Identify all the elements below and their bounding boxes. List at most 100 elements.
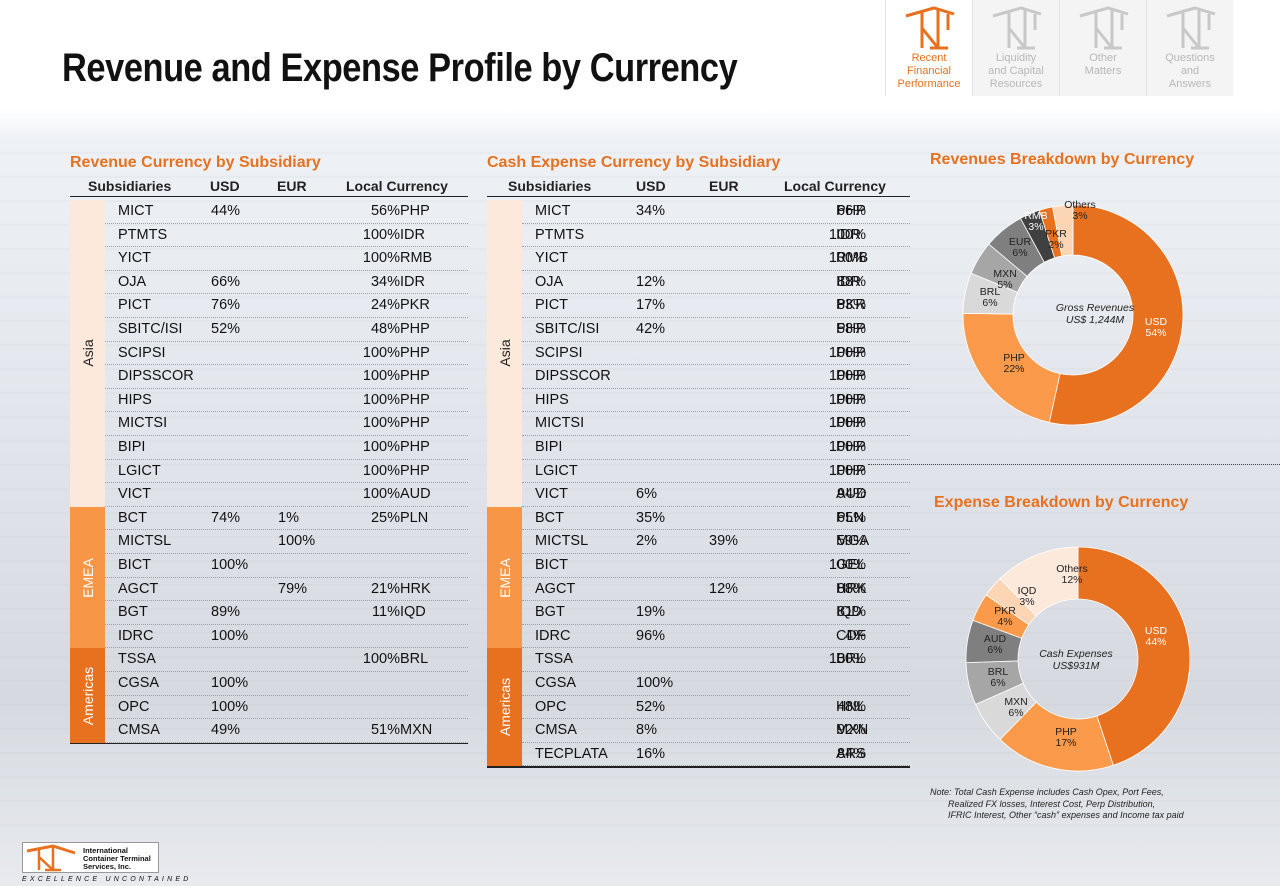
cell-pct: 81% — [836, 604, 866, 621]
table-header: Subsidiaries USD EUR Local Currency — [487, 175, 912, 197]
cell-cur: IDR — [836, 273, 861, 290]
cell-cur: PHP — [400, 391, 430, 408]
cell-pct: 100% — [362, 344, 400, 361]
donut-center-label: Cash Expenses — [1039, 648, 1113, 660]
table-bottom-rule — [70, 742, 468, 745]
cell-usd: 2% — [636, 533, 657, 550]
table-row: CGSA 100% — [70, 672, 470, 696]
cell-sub: IDRC — [118, 627, 154, 644]
cell-sub: BCT — [535, 509, 564, 526]
crane-icon — [992, 6, 1042, 50]
cell-cur: BRL — [836, 651, 865, 668]
row-divider — [522, 316, 910, 318]
column-header: Local Currency — [346, 178, 448, 194]
table-row: CMSA 49% 51% MXN — [70, 719, 470, 743]
table-row: YICT 100% RMB — [487, 247, 912, 271]
nav-tab-2[interactable]: Other Matters — [1059, 0, 1146, 96]
row-divider — [522, 246, 910, 248]
revenue-donut-chart: USD54%PHP22%BRL6%MXN5%EUR6%RMB3%PKR2%Oth… — [962, 199, 1184, 426]
region-band-asia: Asia — [70, 200, 105, 507]
cell-cur: PHP — [836, 462, 866, 479]
row-divider — [522, 222, 910, 224]
cell-pct: 24% — [370, 297, 400, 314]
nav-tab-1[interactable]: Liquidity and Capital Resources — [972, 0, 1059, 96]
cell-sub: BICT — [535, 557, 569, 573]
cell-sub: SBITC/ISI — [118, 321, 183, 337]
divider — [868, 464, 1280, 465]
row-divider — [522, 765, 910, 767]
row-divider — [105, 246, 468, 248]
cell-pct: 100% — [362, 651, 400, 668]
cell-sub: YICT — [535, 250, 569, 267]
cell-sub: BGT — [535, 604, 565, 621]
cell-usd: 35% — [636, 509, 666, 526]
cell-sub: VICT — [535, 486, 569, 503]
slice-label: RMB — [1024, 210, 1047, 222]
cell-usd: 100% — [211, 698, 249, 715]
cell-sub: BGT — [118, 604, 148, 621]
row-divider — [105, 364, 468, 366]
cell-pct: 100% — [828, 226, 866, 243]
cell-pct: 11% — [372, 604, 400, 621]
slice-label: 5% — [997, 279, 1012, 291]
table-row: BIPI 100% PHP — [487, 436, 912, 460]
cell-cur: PHP — [836, 344, 866, 361]
row-divider — [522, 647, 910, 649]
cell-usd: 89% — [211, 604, 241, 621]
cell-cur: PHP — [400, 321, 430, 337]
footnote: Note: Total Cash Expense includes Cash O… — [930, 787, 1184, 822]
cell-sub: CGSA — [118, 675, 160, 691]
table-row: HIPS 100% PHP — [70, 389, 470, 413]
cell-usd: 6% — [636, 486, 657, 503]
nav-tab-label: Liquidity and Capital Resources — [973, 52, 1059, 91]
row-divider — [105, 387, 468, 389]
nav-tab-0[interactable]: Recent Financial Performance — [885, 0, 972, 96]
cell-cur: AUD — [836, 486, 867, 503]
cell-pct: 100% — [362, 439, 400, 455]
header-rule — [70, 196, 468, 197]
cell-cur: PKR — [836, 297, 866, 314]
cell-pct: 59% — [836, 533, 866, 550]
crane-icon — [905, 6, 955, 50]
footnote-line: Realized FX losses, Interest Cost, Perp … — [948, 798, 1156, 809]
cell-eur: 1% — [278, 509, 299, 526]
expense-currency-table: Subsidiaries USD EUR Local Currency Asia EMEA… — [487, 175, 912, 768]
cell-pct: 4% — [845, 627, 866, 644]
cell-cur: PHP — [836, 203, 866, 219]
cell-cur: IQD — [400, 604, 426, 621]
table-row: PICT 76% 24% PKR — [70, 294, 470, 318]
row-divider — [522, 340, 910, 342]
region-band-americas: Americas — [487, 648, 522, 767]
row-divider — [105, 411, 468, 413]
column-header: EUR — [709, 178, 739, 194]
cell-cur: PHP — [400, 439, 430, 455]
row-divider — [522, 458, 910, 460]
slice-label: 44% — [1145, 636, 1166, 648]
cell-pct: 84% — [836, 745, 866, 762]
cell-eur: 12% — [709, 580, 739, 597]
region-band-emea: EMEA — [487, 506, 522, 649]
slice-label: BRL — [980, 286, 1001, 298]
crane-icon — [1166, 6, 1216, 50]
cell-pct: 100% — [828, 462, 866, 479]
column-header: USD — [210, 178, 240, 194]
cell-pct: 100% — [362, 415, 400, 432]
table-row: SBITC/ISI 52% 48% PHP — [70, 318, 470, 342]
nav-tab-3[interactable]: Questions and Answers — [1146, 0, 1233, 96]
cell-sub: VICT — [118, 486, 152, 503]
slice-label: BRL — [988, 666, 1009, 678]
nav-tab-label-line: Liquidity — [995, 52, 1037, 64]
table-row: CGSA 100% — [487, 672, 912, 696]
cell-pct: 83% — [836, 297, 866, 314]
table-row: SBITC/ISI 42% 58% PHP — [487, 318, 912, 342]
cell-sub: IDRC — [535, 627, 571, 644]
cell-cur: HNL — [836, 698, 866, 715]
cell-sub: MICTSL — [118, 533, 172, 550]
nav-tab-label-line: Other — [1089, 52, 1117, 64]
cell-usd: 19% — [636, 604, 666, 621]
row-divider — [105, 316, 468, 318]
cell-usd: 52% — [636, 698, 666, 715]
slice-label: 12% — [1061, 574, 1082, 586]
cell-usd: 8% — [636, 722, 657, 739]
cell-pct: 100% — [828, 391, 866, 408]
